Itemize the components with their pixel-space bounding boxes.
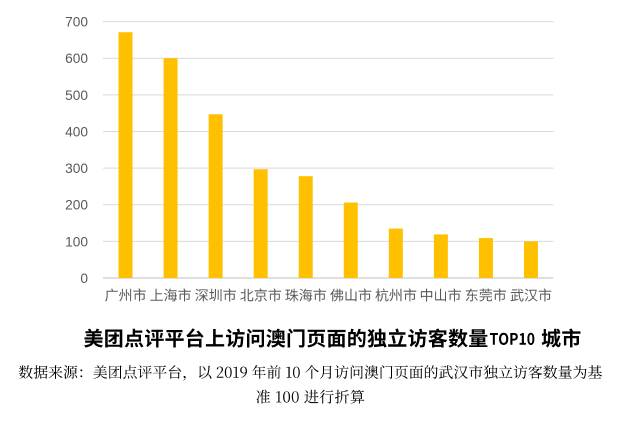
svg-text:300: 300 — [65, 161, 88, 176]
svg-text:700: 700 — [65, 15, 88, 30]
svg-text:500: 500 — [65, 88, 88, 103]
svg-text:200: 200 — [65, 198, 88, 213]
svg-text:0: 0 — [80, 271, 88, 286]
svg-text:600: 600 — [65, 51, 88, 66]
svg-text:100: 100 — [65, 234, 88, 249]
svg-text:400: 400 — [65, 124, 88, 139]
